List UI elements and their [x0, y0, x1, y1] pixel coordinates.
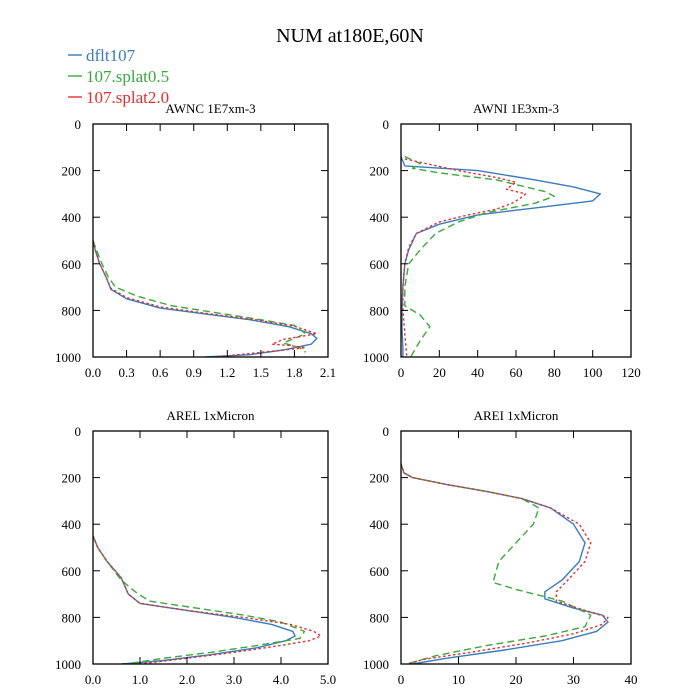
x-tick-label: 10: [452, 672, 465, 687]
figure-title: NUM at180E,60N: [276, 25, 424, 47]
series-line-dflt107: [401, 463, 609, 664]
y-tick-label: 200: [62, 471, 82, 486]
x-tick-label: 0: [398, 672, 405, 687]
plot-frame: [92, 123, 329, 358]
plot-frame: [92, 430, 329, 665]
series-line-107-splat2-0: [93, 240, 318, 357]
x-tick-label: 40: [471, 365, 484, 380]
x-tick-label: 2.1: [320, 365, 336, 380]
series-line-107-splat2-0: [401, 463, 609, 664]
y-tick-label: 600: [62, 257, 82, 272]
x-tick-label: 0: [398, 365, 405, 380]
series-line-107-splat0-5: [93, 240, 307, 353]
panel-title: AREI 1xMicron: [474, 408, 559, 423]
series-line-107-splat2-0: [93, 535, 322, 664]
x-tick-label: 100: [583, 365, 603, 380]
y-tick-label: 400: [370, 517, 390, 532]
panel-title: AREL 1xMicron: [167, 408, 255, 423]
y-tick-label: 400: [62, 210, 82, 225]
y-tick-label: 600: [370, 564, 390, 579]
series-line-107-splat0-5: [404, 155, 555, 357]
y-tick-label: 800: [370, 303, 390, 318]
x-tick-label: 40: [625, 672, 638, 687]
x-tick-label: 0.3: [118, 365, 134, 380]
series-line-dflt107: [93, 240, 318, 357]
legend-label-1: 107.splat0.5: [86, 67, 169, 86]
y-tick-label: 1000: [363, 657, 389, 672]
legend: dflt107 107.splat0.5 107.splat2.0: [68, 46, 169, 107]
plot-frame: [400, 430, 632, 665]
y-tick-label: 800: [370, 610, 390, 625]
chart-panel-1: AWNI 1E3xm-3 0 20 40 60 80 100 120 0 200 400 600 800…: [363, 101, 641, 380]
panel-title: AWNC 1E7xm-3: [165, 101, 255, 116]
chart-panels: AWNC 1E7xm-30.0 0.3 0.6 0.9 1.2 1.5 1.8 2.10200…: [55, 101, 641, 687]
x-tick-label: 1.5: [253, 365, 269, 380]
legend-label-0: dflt107: [86, 46, 136, 65]
x-tick-label: 120: [621, 365, 641, 380]
x-tick-label: 30: [567, 672, 580, 687]
y-tick-label: 1000: [55, 350, 81, 365]
y-tick-label: 1000: [363, 350, 389, 365]
y-tick-label: 200: [370, 471, 390, 486]
y-tick-label: 600: [370, 257, 390, 272]
x-tick-label: 1.2: [219, 365, 235, 380]
series-line-dflt107: [401, 156, 601, 357]
x-tick-label: 0.9: [186, 365, 202, 380]
series-line-107-splat0-5: [401, 463, 592, 664]
legend-label-2: 107.splat2.0: [86, 88, 169, 107]
x-tick-label: 0.0: [85, 365, 101, 380]
x-tick-label: 5.0: [320, 672, 336, 687]
x-tick-label: 4.0: [273, 672, 289, 687]
plot-frame: [400, 123, 632, 358]
x-tick-label: 0.6: [152, 365, 169, 380]
y-tick-label: 400: [370, 210, 390, 225]
y-tick-label: 200: [370, 164, 390, 179]
panel-title: AWNI 1E3xm-3: [473, 101, 559, 116]
y-tick-label: 0: [383, 424, 390, 439]
x-tick-label: 0.0: [85, 672, 101, 687]
y-tick-label: 1000: [55, 657, 81, 672]
x-tick-label: 3.0: [226, 672, 242, 687]
x-tick-label: 20: [510, 672, 523, 687]
y-tick-label: 200: [62, 164, 82, 179]
y-tick-label: 0: [75, 424, 82, 439]
x-tick-label: 80: [548, 365, 561, 380]
x-tick-label: 1.0: [132, 672, 148, 687]
x-tick-label: 60: [510, 365, 523, 380]
y-tick-label: 0: [383, 117, 390, 132]
y-tick-label: 0: [75, 117, 82, 132]
series-line-107-splat0-5: [93, 535, 306, 664]
chart-panel-0: AWNC 1E7xm-3 0.0 0.3 0.6 0.9 1.2 1.5 1.8 2.1 0 200…: [55, 101, 336, 380]
y-tick-label: 800: [62, 303, 82, 318]
x-tick-label: 20: [433, 365, 446, 380]
series-line-107-splat2-0: [402, 158, 527, 357]
x-tick-label: 2.0: [179, 672, 195, 687]
y-tick-label: 400: [62, 517, 82, 532]
x-tick-label: 1.8: [286, 365, 302, 380]
y-tick-label: 800: [62, 610, 82, 625]
y-tick-label: 600: [62, 564, 82, 579]
chart-panel-2: AREL 1xMicron 0.0 1.0 2.0 3.0 4.0 5.0 0 200 400 60…: [55, 408, 336, 687]
